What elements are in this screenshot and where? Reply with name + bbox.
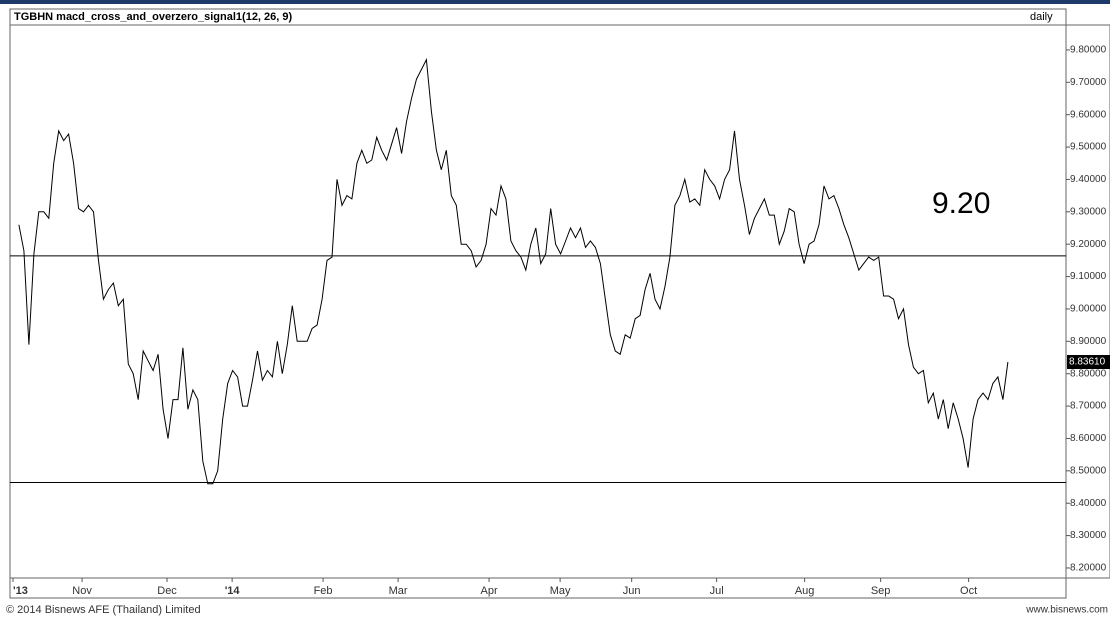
footer-left: © 2014 Bisnews AFE (Thailand) Limited — [6, 604, 201, 616]
top-bar — [0, 0, 1110, 4]
y-tick-label: 8.60000 — [1070, 433, 1107, 444]
x-tick-label: Jul — [710, 585, 724, 597]
footer-right: www.bisnews.com — [1025, 605, 1108, 616]
y-tick-label: 8.20000 — [1070, 563, 1107, 574]
y-tick-label: 9.50000 — [1070, 142, 1107, 153]
y-tick-label: 9.30000 — [1070, 206, 1107, 217]
y-tick-label: 9.40000 — [1070, 174, 1107, 185]
y-tick-label: 8.70000 — [1070, 401, 1107, 412]
x-tick-label: Feb — [314, 585, 333, 597]
price-line — [18, 57, 1009, 485]
period-label: daily — [1030, 11, 1053, 23]
x-tick-label: '14 — [225, 585, 241, 597]
x-tick-label: Aug — [795, 585, 815, 597]
x-tick-label: Apr — [480, 585, 497, 597]
x-tick-label: Oct — [960, 585, 977, 597]
x-tick-label: May — [550, 585, 571, 597]
x-tick-label: '13 — [13, 585, 28, 597]
y-tick-label: 8.40000 — [1070, 498, 1107, 509]
annotation: 9.20 — [932, 187, 990, 220]
y-tick-label: 8.30000 — [1070, 530, 1107, 541]
y-tick-label: 9.20000 — [1070, 239, 1107, 250]
y-tick-label: 9.60000 — [1070, 109, 1107, 120]
y-tick-label: 9.80000 — [1070, 45, 1107, 56]
last-value-label: 8.83610 — [1069, 357, 1106, 368]
last-value-box — [1067, 355, 1110, 370]
y-tick-label: 9.10000 — [1070, 271, 1107, 282]
y-tick-label: 9.00000 — [1070, 304, 1107, 315]
y-tick-label: 8.50000 — [1070, 465, 1107, 476]
plot-area — [9, 24, 1067, 579]
x-tick-label: Nov — [72, 585, 92, 597]
y-tick-label: 8.90000 — [1070, 336, 1107, 347]
x-tick-label: Mar — [389, 585, 408, 597]
x-axis-area — [9, 577, 1067, 599]
x-tick-label: Dec — [157, 585, 177, 597]
x-tick-label: Sep — [871, 585, 891, 597]
y-tick-label: 9.70000 — [1070, 77, 1107, 88]
x-tick-label: Jun — [623, 585, 641, 597]
chart-title: TGBHN macd_cross_and_overzero_signal1(12… — [14, 11, 293, 23]
y-tick-label: 8.80000 — [1070, 368, 1107, 379]
y-axis-area — [1065, 24, 1110, 579]
